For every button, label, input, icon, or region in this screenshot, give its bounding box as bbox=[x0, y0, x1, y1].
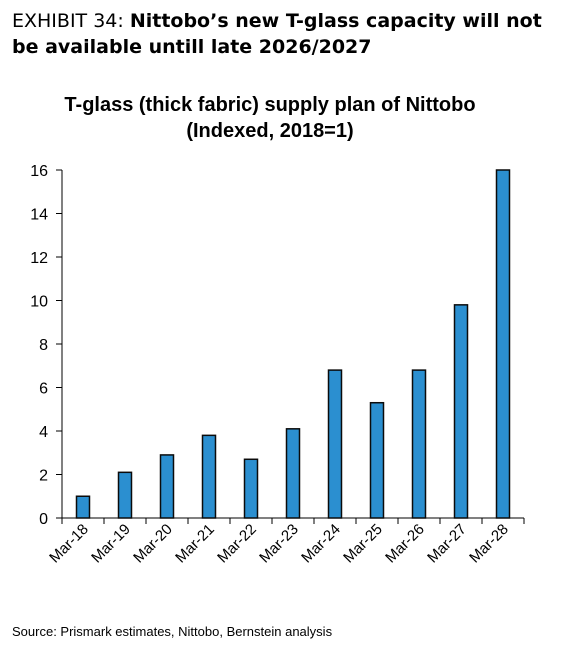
x-tick-label: Mar-23 bbox=[256, 521, 302, 567]
y-tick-label: 8 bbox=[39, 337, 48, 354]
x-tick-label: Mar-19 bbox=[88, 521, 134, 567]
y-tick-label: 12 bbox=[30, 250, 48, 267]
bar bbox=[369, 401, 385, 519]
y-tick-label: 0 bbox=[39, 511, 48, 528]
y-tick-label: 10 bbox=[30, 294, 48, 311]
bar bbox=[285, 428, 301, 519]
bar bbox=[495, 169, 511, 519]
exhibit-heading: EXHIBIT 34: Nittobo’s new T-glass capaci… bbox=[12, 8, 560, 60]
exhibit-headline: Nittobo’s new T-glass capacity will not … bbox=[12, 10, 542, 58]
bar bbox=[201, 434, 217, 519]
bar bbox=[411, 369, 427, 519]
x-tick-label: Mar-28 bbox=[466, 521, 512, 567]
bar bbox=[159, 454, 175, 519]
bar bbox=[453, 304, 469, 519]
x-tick-label: Mar-24 bbox=[298, 521, 344, 567]
y-tick-label: 16 bbox=[30, 163, 48, 180]
y-tick-label: 6 bbox=[39, 381, 48, 398]
x-tick-label: Mar-18 bbox=[46, 521, 92, 567]
bar bbox=[117, 471, 133, 519]
bar bbox=[327, 369, 343, 519]
y-tick-label: 2 bbox=[39, 468, 48, 485]
y-tick-label: 4 bbox=[39, 424, 48, 441]
x-tick-label: Mar-26 bbox=[382, 521, 428, 567]
bar-chart: 0246810121416Mar-18Mar-19Mar-20Mar-21Mar… bbox=[30, 163, 525, 567]
exhibit-label: EXHIBIT 34: bbox=[12, 10, 130, 32]
x-tick-label: Mar-25 bbox=[340, 521, 386, 567]
bar bbox=[75, 495, 91, 519]
x-tick-label: Mar-21 bbox=[172, 521, 218, 567]
chart-title: T-glass (thick fabric) supply plan of Ni… bbox=[64, 94, 476, 142]
x-tick-label: Mar-27 bbox=[424, 521, 470, 567]
x-tick-label: Mar-20 bbox=[130, 521, 176, 567]
source-note: Source: Prismark estimates, Nittobo, Ber… bbox=[12, 624, 333, 639]
bar bbox=[243, 458, 259, 519]
y-tick-label: 14 bbox=[30, 207, 48, 224]
x-tick-label: Mar-22 bbox=[214, 521, 260, 567]
